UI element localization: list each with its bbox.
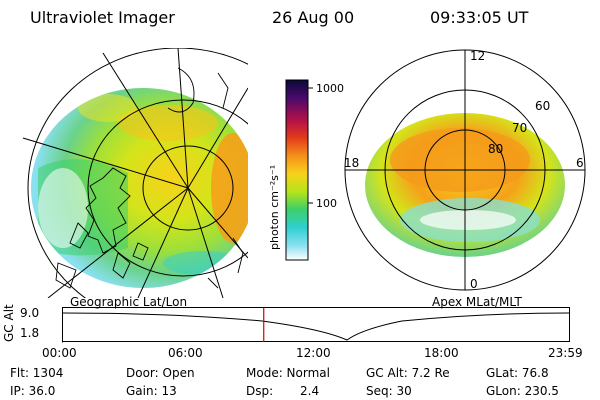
xtick-0000: 00:00 (42, 346, 77, 360)
mlat-label-70: 70 (512, 121, 527, 135)
colorbar: 1000 100 photon cm⁻²s⁻¹ (268, 79, 344, 261)
xtick-1200: 12:00 (296, 346, 331, 360)
mlt-label-0: 0 (470, 277, 478, 291)
altitude-ylabel: GC Alt (2, 304, 16, 342)
xtick-1800: 18:00 (424, 346, 459, 360)
mlt-label-18: 18 (344, 156, 359, 170)
geographic-image (22, 48, 248, 298)
info-dsp-label: Dsp: (246, 384, 274, 398)
mlt-label-6: 6 (576, 156, 584, 170)
info-flt: Flt: 1304 (10, 366, 64, 380)
xtick-0600: 06:00 (168, 346, 203, 360)
info-gain: Gain: 13 (126, 384, 177, 398)
info-dsp-value: 2.4 (300, 384, 320, 398)
altitude-ytick-high: 9.0 (20, 306, 40, 320)
altitude-frame (62, 307, 570, 342)
info-mode: Mode: Normal (246, 366, 330, 380)
info-glat: GLat: 76.8 (486, 366, 549, 380)
info-glon: GLon: 230.5 (486, 384, 559, 398)
info-gc-alt: GC Alt: 7.2 Re (366, 366, 450, 380)
altitude-plot (62, 307, 570, 343)
mlt-label-12: 12 (470, 49, 485, 63)
altitude-ytick-low: 1.8 (20, 326, 40, 340)
colorbar-scale (285, 79, 309, 261)
altitude-ylabel-wrap: GC Alt (2, 304, 16, 346)
instrument-title: Ultraviolet Imager (30, 8, 175, 27)
colorbar-unit-label: photon cm⁻²s⁻¹ (268, 165, 281, 250)
geographic-caption: Geographic Lat/Lon (70, 295, 188, 309)
altitude-curve (62, 312, 570, 341)
info-ip: IP: 36.0 (10, 384, 56, 398)
mlat-label-80: 80 (488, 142, 503, 156)
info-door: Door: Open (126, 366, 195, 380)
apex-caption: Apex MLat/MLT (432, 295, 522, 309)
mlat-label-60: 60 (535, 99, 550, 113)
polar-plot: 12 18 6 0 60 70 80 (344, 49, 586, 291)
info-seq: Seq: 30 (366, 384, 412, 398)
xtick-2359: 23:59 (548, 346, 583, 360)
header-date: 26 Aug 00 (272, 8, 355, 27)
header-time: 09:33:05 UT (430, 8, 529, 27)
colorbar-tick-1000: 1000 (316, 82, 344, 95)
colorbar-tick-100: 100 (316, 197, 337, 210)
